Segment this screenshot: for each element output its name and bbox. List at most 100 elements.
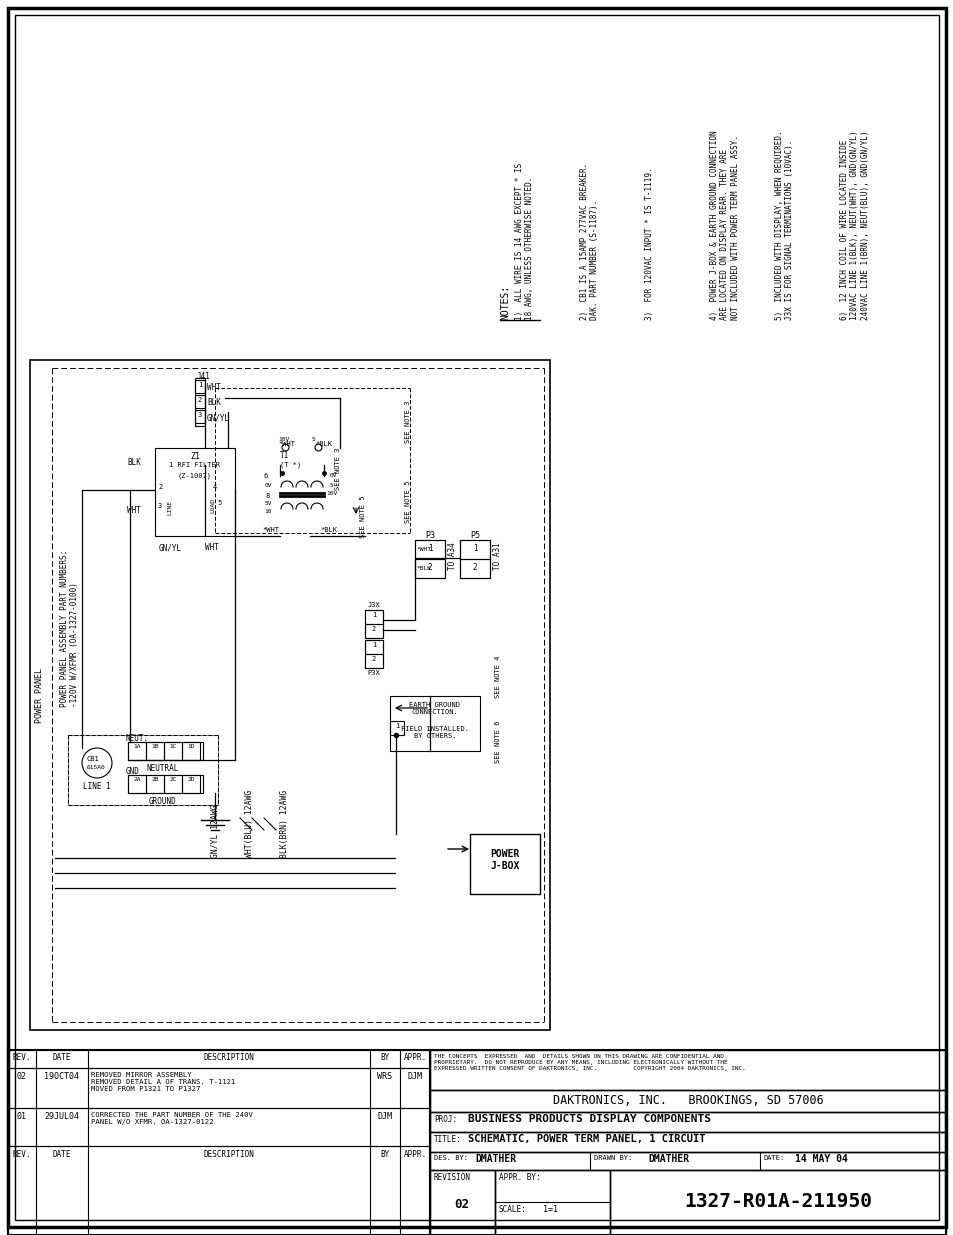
Bar <box>470 834 539 894</box>
Text: 10: 10 <box>264 509 272 514</box>
Bar <box>8 1050 430 1068</box>
Text: 2A: 2A <box>133 777 141 782</box>
Bar <box>194 395 205 408</box>
Text: LINE 1: LINE 1 <box>83 782 111 790</box>
Text: 0V: 0V <box>264 483 272 488</box>
Bar <box>194 380 205 393</box>
Bar <box>459 540 490 578</box>
Bar <box>365 655 382 668</box>
Text: BLK: BLK <box>207 398 221 408</box>
Bar <box>495 1170 609 1235</box>
Text: 2: 2 <box>372 656 375 662</box>
Text: 1: 1 <box>372 642 375 648</box>
Bar <box>390 721 403 735</box>
Text: SEE NOTE 5: SEE NOTE 5 <box>359 495 366 537</box>
Text: SEE NOTE 5: SEE NOTE 5 <box>405 480 411 522</box>
Text: 6)  12 INCH COIL OF WIRE LOCATED INSIDE
120VAC LINE 1(BLK), NEUT(WHT), GND(GN/YL: 6) 12 INCH COIL OF WIRE LOCATED INSIDE 1… <box>840 131 869 320</box>
Text: 02: 02 <box>17 1072 27 1081</box>
Text: DATE: DATE <box>52 1150 71 1158</box>
Text: DESCRIPTION: DESCRIPTION <box>203 1150 254 1158</box>
Bar <box>164 742 182 760</box>
Bar <box>8 1108 430 1146</box>
Text: 01: 01 <box>17 1112 27 1121</box>
Text: SEE NOTE 4: SEE NOTE 4 <box>495 655 500 698</box>
Text: 1: 1 <box>197 382 202 388</box>
Bar <box>154 448 234 536</box>
Text: NEUTRAL: NEUTRAL <box>147 764 179 773</box>
Text: LOAD: LOAD <box>210 498 214 513</box>
Bar <box>365 624 382 638</box>
Text: GN/YL: GN/YL <box>207 412 230 422</box>
Text: 1C: 1C <box>169 743 176 748</box>
Bar <box>128 742 146 760</box>
Text: LINE: LINE <box>167 500 172 515</box>
Text: BY: BY <box>380 1150 389 1158</box>
Bar <box>194 378 205 426</box>
Text: SCHEMATIC, POWER TERM PANEL, 1 CIRCUIT: SCHEMATIC, POWER TERM PANEL, 1 CIRCUIT <box>468 1134 705 1144</box>
Text: TO A31: TO A31 <box>493 542 501 569</box>
Text: J3X: J3X <box>367 601 380 608</box>
Text: SCALE:: SCALE: <box>498 1205 526 1214</box>
Text: P3: P3 <box>424 531 435 540</box>
Text: REV.: REV. <box>12 1150 31 1158</box>
Text: REMOVED MIRROR ASSEMBLY
REMOVED DETAIL A OF TRANS. T-1121
MOVED FROM P1321 TO P1: REMOVED MIRROR ASSEMBLY REMOVED DETAIL A… <box>91 1072 235 1092</box>
Text: PROJ:: PROJ: <box>434 1115 456 1124</box>
Text: 3: 3 <box>197 412 202 417</box>
Bar <box>430 1050 945 1091</box>
Text: 2D: 2D <box>187 777 194 782</box>
Text: 1: 1 <box>472 543 476 553</box>
Bar <box>365 640 382 668</box>
Text: 19OCT04: 19OCT04 <box>45 1072 79 1081</box>
Text: GROUND: GROUND <box>149 797 176 806</box>
Text: 2: 2 <box>158 484 162 490</box>
Text: APPR.: APPR. <box>403 1150 426 1158</box>
Bar <box>430 1091 945 1112</box>
Text: Z1: Z1 <box>190 452 200 461</box>
Bar <box>194 410 205 424</box>
Text: REVISION: REVISION <box>434 1173 471 1182</box>
Text: 4)  POWER J-BOX & EARTH GROUND CONNECTION
ARE LOCATED ON DISPLAY REAR. THEY ARE
: 4) POWER J-BOX & EARTH GROUND CONNECTION… <box>709 131 739 320</box>
Text: P3X: P3X <box>367 671 380 676</box>
Text: 14 MAY 04: 14 MAY 04 <box>794 1153 847 1165</box>
Text: 0V: 0V <box>330 473 337 478</box>
Text: 02: 02 <box>454 1198 469 1212</box>
Text: BLK: BLK <box>127 458 141 467</box>
Bar <box>415 559 444 578</box>
Text: 2: 2 <box>197 396 202 403</box>
Text: POWER PANEL ASSEMBLY PART NUMBERS:
-120V W/XFMR (OA-1327-0100): POWER PANEL ASSEMBLY PART NUMBERS: -120V… <box>60 550 79 706</box>
Bar <box>609 1170 945 1235</box>
Bar <box>365 610 382 624</box>
Text: BUSINESS PRODUCTS DISPLAY COMPONENTS: BUSINESS PRODUCTS DISPLAY COMPONENTS <box>468 1114 710 1124</box>
Bar <box>128 776 146 793</box>
Text: 5: 5 <box>330 483 334 488</box>
Bar <box>365 610 382 638</box>
Text: CORRECTED THE PART NUMBER OF THE 240V
PANEL W/O XFMR. OA-1327-0122: CORRECTED THE PART NUMBER OF THE 240V PA… <box>91 1112 253 1125</box>
Text: 1D: 1D <box>187 743 194 748</box>
Bar <box>68 735 218 805</box>
Text: 1: 1 <box>372 613 375 618</box>
Bar <box>30 359 550 1030</box>
Text: T1: T1 <box>280 451 289 459</box>
Text: 6: 6 <box>264 473 268 479</box>
Text: NEUT.: NEUT. <box>126 734 149 743</box>
Text: DMATHER: DMATHER <box>647 1153 688 1165</box>
Bar <box>430 1132 945 1152</box>
Text: WHT: WHT <box>207 383 221 391</box>
Text: WHT: WHT <box>127 506 141 515</box>
Text: NOTES:: NOTES: <box>499 285 510 320</box>
Text: 5: 5 <box>312 437 315 442</box>
Text: 5)  INCLUDED WITH DISPLAY, WHEN REQUIRED.
J3X IS FOR SIGNAL TERMINATIONS (10VAC): 5) INCLUDED WITH DISPLAY, WHEN REQUIRED.… <box>774 131 794 320</box>
Text: (Z-1007): (Z-1007) <box>178 472 212 478</box>
Text: WRS: WRS <box>377 1072 392 1081</box>
Text: 29JUL04: 29JUL04 <box>45 1112 79 1121</box>
Text: 5: 5 <box>216 500 221 506</box>
Text: 3)  FOR 120VAC INPUT * IS T-1119.: 3) FOR 120VAC INPUT * IS T-1119. <box>644 168 654 320</box>
Text: 1A: 1A <box>133 743 141 748</box>
Bar <box>365 640 382 655</box>
Text: DATE: DATE <box>52 1053 71 1062</box>
Text: WHT: WHT <box>205 543 218 552</box>
Text: 3: 3 <box>158 503 162 509</box>
Bar <box>146 742 164 760</box>
Text: DESCRIPTION: DESCRIPTION <box>203 1053 254 1062</box>
Text: DAKTRONICS, INC.   BROOKINGS, SD 57006: DAKTRONICS, INC. BROOKINGS, SD 57006 <box>552 1094 822 1108</box>
